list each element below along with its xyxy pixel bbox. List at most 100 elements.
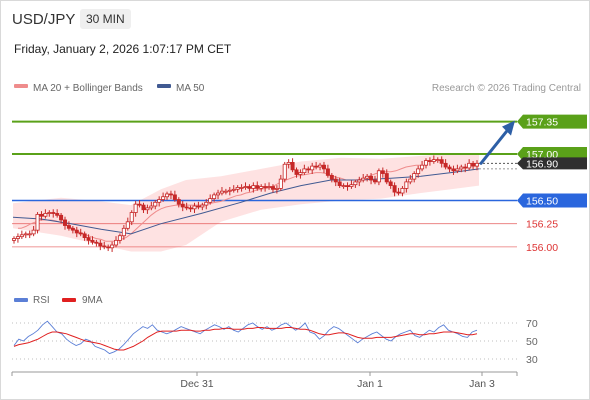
candle-body	[247, 186, 252, 189]
candle	[102, 241, 107, 250]
candle-body	[145, 207, 150, 211]
candle-body	[51, 212, 56, 214]
candle-body	[282, 163, 287, 180]
candle-body	[243, 186, 248, 188]
candle-body	[384, 173, 389, 183]
price-label-text: 156.50	[526, 195, 558, 207]
candle-body	[219, 190, 224, 194]
candle-body	[353, 181, 358, 186]
rsi-tick-70: 70	[526, 318, 538, 330]
price-label-text: 156.90	[526, 158, 558, 170]
candle	[267, 182, 272, 190]
candle	[380, 167, 385, 178]
rsi-tick-50: 50	[526, 336, 538, 348]
candle	[168, 190, 173, 200]
candle	[274, 185, 279, 194]
candle-body	[439, 159, 444, 164]
candle-body	[98, 242, 103, 247]
candle-body	[19, 234, 24, 238]
candle-body	[310, 165, 315, 171]
candle-body	[35, 213, 40, 231]
candle-body	[63, 219, 68, 226]
candle	[263, 183, 268, 192]
candle-body	[474, 162, 479, 167]
candle-body	[137, 203, 142, 206]
candle-body	[11, 238, 16, 241]
candle-body	[31, 229, 36, 235]
candle	[384, 169, 389, 185]
candle-body	[333, 178, 338, 183]
candle	[90, 236, 95, 245]
candle-body	[235, 187, 240, 190]
candle	[200, 202, 205, 211]
candle-body	[341, 185, 346, 188]
candle	[416, 165, 421, 178]
candle	[149, 201, 154, 211]
x-tick-label: Jan 3	[469, 378, 495, 390]
candle-body	[290, 162, 295, 171]
candle	[82, 231, 87, 241]
candle	[318, 162, 323, 171]
ma50-legend-swatch	[157, 84, 171, 88]
candle	[208, 194, 213, 205]
candle	[435, 157, 440, 163]
candle	[255, 181, 260, 191]
price-label-156.25: 156.25	[526, 219, 558, 231]
price-label-bg	[517, 193, 587, 208]
candle	[423, 158, 428, 169]
x-tick-label: Dec 31	[180, 378, 213, 390]
candle	[463, 163, 468, 173]
candle	[51, 209, 56, 218]
candle-body	[451, 168, 456, 172]
candle-body	[200, 204, 205, 208]
candle	[294, 167, 299, 178]
candle-body	[161, 196, 166, 200]
candle-body	[357, 179, 362, 183]
candle	[290, 158, 295, 173]
candle	[333, 175, 338, 187]
candle	[314, 161, 319, 170]
candle-body	[443, 162, 448, 168]
candle	[184, 202, 189, 211]
candle	[404, 178, 409, 193]
candle	[396, 187, 401, 196]
candle-body	[55, 213, 60, 216]
candle-body	[27, 233, 32, 236]
candle-body	[180, 203, 185, 208]
candle	[427, 157, 432, 166]
candle	[47, 210, 52, 217]
candle	[86, 234, 91, 245]
candle-body	[447, 166, 452, 170]
candle	[66, 221, 71, 231]
candle	[39, 211, 44, 221]
candle	[180, 200, 185, 212]
candle-body	[47, 212, 52, 214]
candle-body	[435, 159, 440, 162]
candle-body	[82, 233, 87, 238]
candle	[286, 159, 291, 169]
candle-body	[39, 213, 44, 217]
rsi-legend-label: RSI	[33, 295, 50, 306]
candle-body	[369, 175, 374, 181]
candle	[451, 165, 456, 175]
ma20-legend-label: MA 20 + Bollinger Bands	[33, 83, 143, 94]
timeframe-badge[interactable]: 30 MIN	[80, 9, 131, 29]
datetime-label: Friday, January 2, 2026 1:07:17 PM CET	[14, 42, 232, 56]
candle-body	[427, 160, 432, 162]
candle	[239, 184, 244, 192]
candle	[192, 202, 197, 213]
rsi-line	[13, 320, 478, 355]
ma50-line	[12, 168, 480, 235]
candle	[459, 164, 464, 173]
candle	[133, 200, 138, 217]
candle	[278, 174, 283, 191]
candle-body	[94, 241, 99, 244]
candle-body	[90, 239, 95, 243]
price-label-157.35: 157.35	[517, 114, 587, 129]
x-tick-label: Jan 1	[357, 378, 383, 390]
candle-body	[404, 181, 409, 189]
candle	[145, 204, 150, 214]
